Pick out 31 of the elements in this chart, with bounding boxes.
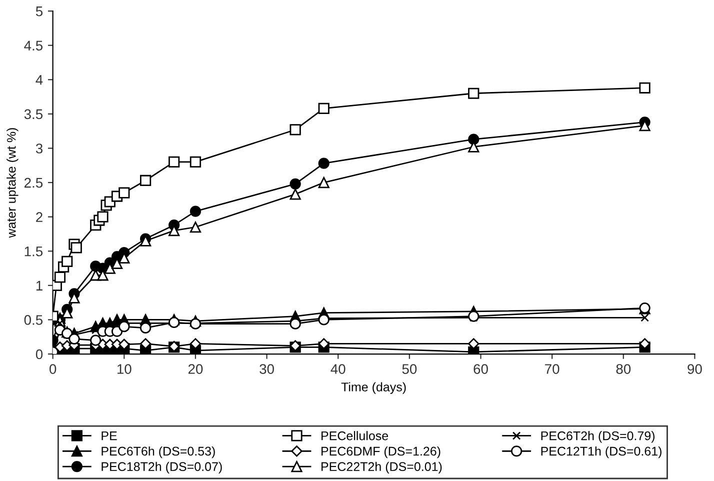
y-tick-label: 3 xyxy=(36,144,43,154)
legend-label: PEC18T2h (DS=0.07) xyxy=(102,462,222,474)
y-axis-title: water uptake (wt %) xyxy=(6,128,18,238)
x-tick-label: 60 xyxy=(474,364,488,374)
x-tick-label: 70 xyxy=(545,364,560,374)
x-tick-label: 20 xyxy=(188,364,203,374)
y-tick-label: 1 xyxy=(36,280,42,290)
y-tick-label: 3.5 xyxy=(24,109,43,120)
x-axis-title: Time (days) xyxy=(341,382,406,394)
legend-label: PEC6T2h (DS=0.79) xyxy=(541,431,655,443)
y-tick-label: 2.5 xyxy=(24,178,43,188)
legend-label: PEC6DMF (DS=1.26) xyxy=(322,446,440,458)
legend-label: PEC12T1h (DS=0.61) xyxy=(541,446,662,458)
legend-label: PE xyxy=(102,432,117,440)
x-tick-label: 80 xyxy=(616,364,631,374)
x-tick-label: 30 xyxy=(260,364,274,374)
legend-label: PEC6T6h (DS=0.53) xyxy=(102,446,215,458)
x-tick-label: 10 xyxy=(117,364,132,374)
y-tick-label: 4 xyxy=(36,75,43,85)
y-tick-label: 4.5 xyxy=(24,40,43,51)
y-tick-label: 1.5 xyxy=(24,246,43,256)
x-tick-label: 90 xyxy=(688,364,702,374)
legend-label: PEC22T2h (DS=0.01) xyxy=(322,462,442,474)
x-tick-label: 40 xyxy=(330,364,346,374)
x-tick-label: 0 xyxy=(50,364,56,374)
y-tick-label: 5 xyxy=(36,6,43,16)
y-tick-label: 0.5 xyxy=(24,315,43,325)
y-tick-label: 0 xyxy=(36,349,43,360)
x-tick-label: 50 xyxy=(402,364,417,374)
y-tick-label: 2 xyxy=(36,212,42,222)
legend-label: PECellulose xyxy=(322,431,388,440)
